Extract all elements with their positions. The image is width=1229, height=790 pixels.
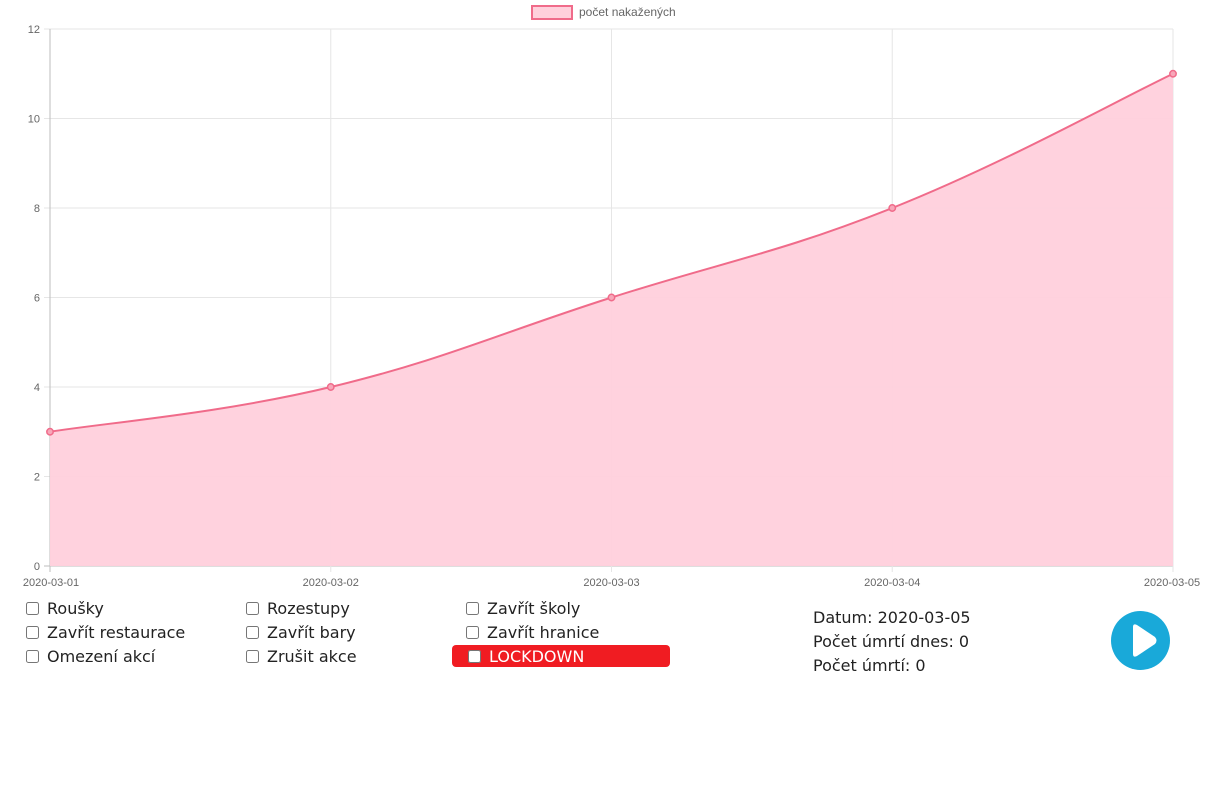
option-rousky[interactable]: Roušky — [26, 596, 104, 620]
checkbox-zavrit-bary[interactable] — [246, 625, 259, 639]
option-zavrit-bary[interactable]: Zavřít bary — [246, 620, 356, 644]
checkbox-zavrit-restaurace[interactable] — [26, 625, 39, 639]
data-point — [326, 383, 335, 391]
y-tick-label: 10 — [28, 114, 40, 126]
infection-chart: 0 2 4 6 8 10 12 2020-03-01 2020-03-02 2020-03-03… — [23, 5, 1200, 589]
option-zavrit-skoly[interactable]: Zavřít školy — [466, 596, 580, 620]
option-zrusit-akce-label: Zrušit akce — [267, 646, 357, 666]
checkbox-lockdown[interactable] — [468, 649, 481, 663]
x-axis-ticks: 2020-03-01 2020-03-02 2020-03-03 2020-03-04… — [23, 577, 1200, 589]
data-point — [46, 427, 54, 436]
deaths-total-readout: Počet úmrtí: 0 — [813, 656, 926, 675]
checkbox-rousky[interactable] — [26, 601, 39, 615]
option-rozestupy[interactable]: Rozestupy — [246, 596, 350, 620]
checkbox-zavrit-skoly[interactable] — [466, 601, 479, 615]
play-icon — [1133, 624, 1157, 657]
option-lockdown[interactable]: LOCKDOWN — [452, 645, 670, 667]
y-tick-label: 4 — [34, 382, 40, 394]
option-rozestupy-label: Rozestupy — [267, 598, 350, 618]
y-tick-label: 12 — [28, 24, 40, 36]
y-tick-label: 0 — [34, 561, 40, 573]
data-point — [888, 204, 897, 212]
chart-legend[interactable]: počet nakažených — [531, 5, 676, 20]
checkbox-rozestupy[interactable] — [246, 601, 259, 615]
x-tick-label: 2020-03-04 — [864, 577, 920, 589]
option-zavrit-restaurace[interactable]: Zavřít restaurace — [26, 620, 185, 644]
x-tick-label: 2020-03-03 — [583, 577, 639, 589]
y-tick-label: 2 — [34, 472, 40, 484]
option-zavrit-skoly-label: Zavřít školy — [487, 598, 581, 618]
x-tick-label: 2020-03-02 — [303, 577, 359, 589]
y-axis-ticks: 0 2 4 6 8 10 12 — [28, 24, 40, 573]
checkbox-zrusit-akce[interactable] — [246, 649, 259, 663]
legend-swatch — [531, 5, 573, 20]
option-zavrit-hranice[interactable]: Zavřít hranice — [466, 620, 599, 644]
option-omezeni-akci[interactable]: Omezení akcí — [26, 644, 155, 668]
y-tick-label: 6 — [34, 293, 40, 305]
checkbox-omezeni-akci[interactable] — [26, 649, 39, 663]
measures-panel: Roušky Rozestupy Zavřít školy Zavřít res… — [0, 596, 1229, 696]
checkbox-zavrit-hranice[interactable] — [466, 625, 479, 639]
legend-label: počet nakažených — [579, 5, 676, 19]
deaths-today-readout: Počet úmrtí dnes: 0 — [813, 632, 970, 651]
play-button[interactable] — [1111, 611, 1170, 670]
option-omezeni-akci-label: Omezení akcí — [47, 646, 156, 666]
series-fill — [50, 73, 1173, 566]
x-tick-label: 2020-03-01 — [23, 577, 79, 589]
option-zavrit-hranice-label: Zavřít hranice — [487, 622, 600, 642]
series-points — [46, 69, 1177, 436]
option-zrusit-akce[interactable]: Zrušit akce — [246, 644, 357, 668]
data-point — [1169, 69, 1177, 78]
status-info: Datum: 2020-03-05 Počet úmrtí dnes: 0 Po… — [813, 606, 971, 678]
option-lockdown-label: LOCKDOWN — [489, 646, 585, 666]
option-rousky-label: Roušky — [47, 598, 104, 618]
y-tick-label: 8 — [34, 203, 40, 215]
option-zavrit-restaurace-label: Zavřít restaurace — [47, 622, 186, 642]
date-readout: Datum: 2020-03-05 — [813, 608, 971, 627]
x-tick-label: 2020-03-05 — [1144, 577, 1200, 589]
data-point — [607, 293, 616, 302]
option-zavrit-bary-label: Zavřít bary — [267, 622, 356, 642]
